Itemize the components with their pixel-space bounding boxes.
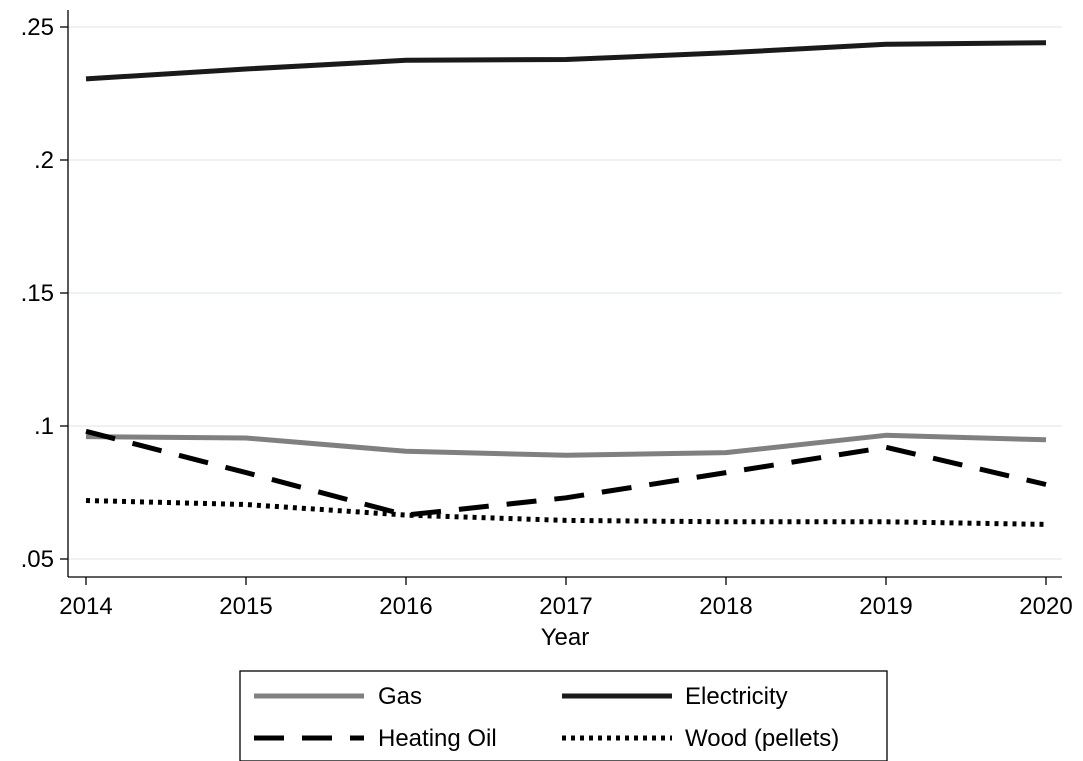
y-ticks: .05 .1 .15 .2 .25	[21, 14, 68, 573]
x-tick-label: 2015	[219, 593, 272, 620]
x-tick-label: 2014	[59, 593, 112, 620]
y-tick-label: .25	[21, 14, 54, 41]
x-ticks: 2014 2015 2016 2017 2018 2019 2020	[59, 577, 1073, 620]
legend-box	[239, 670, 888, 761]
legend: Gas Electricity Heating Oil Wood (pellets)	[239, 670, 888, 761]
y-tick-label: .1	[34, 413, 54, 440]
x-tick-label: 2020	[1019, 593, 1072, 620]
series-line-wood-pellets	[85, 498, 1047, 527]
series-line-gas	[85, 432, 1047, 458]
x-tick-label: 2016	[379, 593, 432, 620]
legend-items: Gas Electricity Heating Oil Wood (pellets)	[254, 683, 839, 752]
legend-label-heating-oil: Heating Oil	[378, 725, 497, 752]
y-tick-label: .15	[21, 280, 54, 307]
legend-label-gas: Gas	[378, 683, 422, 710]
y-tick-label: .05	[21, 546, 54, 573]
legend-label-electricity: Electricity	[685, 683, 788, 710]
x-tick-label: 2019	[859, 593, 912, 620]
series-lines	[85, 40, 1047, 527]
legend-label-wood-pellets: Wood (pellets)	[685, 725, 839, 752]
y-tick-label: .2	[34, 147, 54, 174]
series-line-heating-oil	[85, 428, 1047, 518]
x-tick-label: 2018	[699, 593, 752, 620]
series-line-electricity	[85, 40, 1047, 82]
x-tick-label: 2017	[539, 593, 592, 620]
x-axis-label: Year	[541, 624, 590, 651]
grid-lines	[69, 26, 1062, 560]
